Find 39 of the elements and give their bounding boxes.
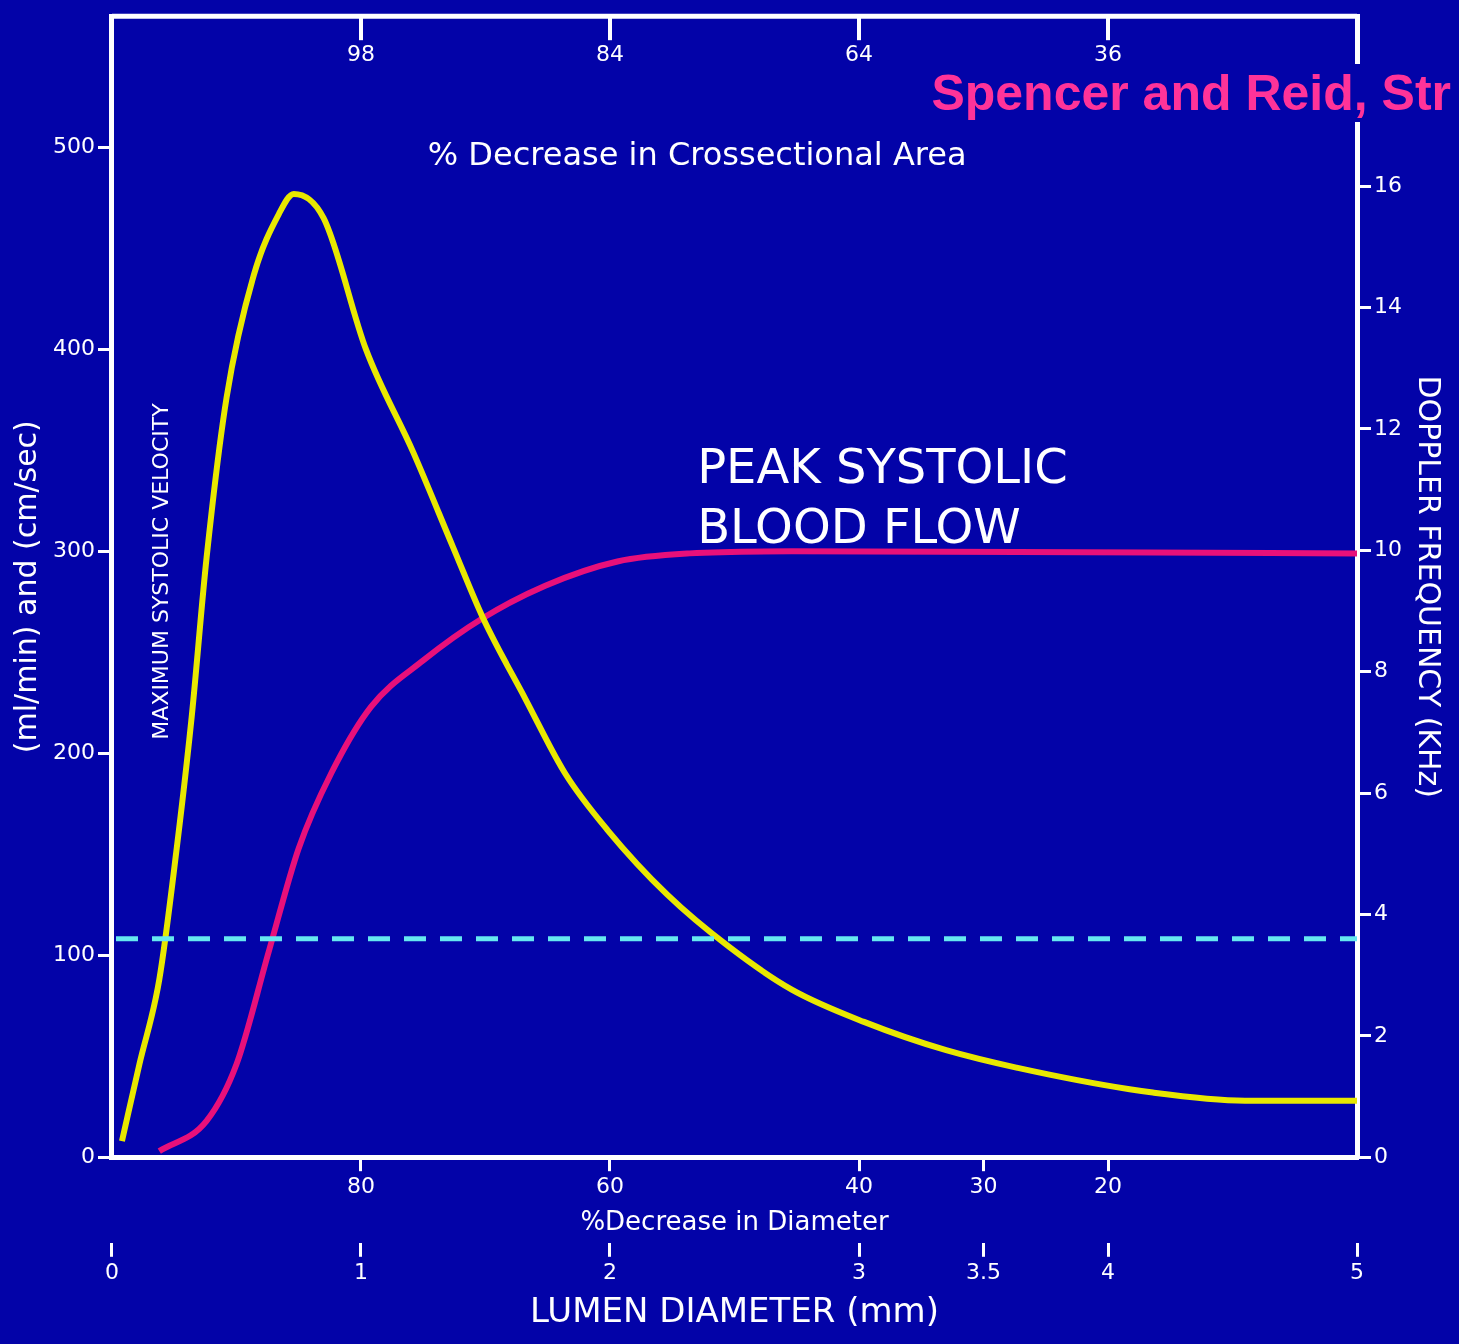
x-tick-label: 3 bbox=[852, 1258, 866, 1284]
x-tick-label: 2 bbox=[603, 1258, 617, 1284]
y2-axis-title: DOPPLER FREQUENCY (KHz) bbox=[1412, 375, 1448, 799]
y2-tick-label: 10 bbox=[1374, 536, 1403, 561]
annotation: % Decrease in Crossectional Area bbox=[427, 134, 967, 173]
y-tick-label: 400 bbox=[52, 335, 95, 361]
y2-tick-label: 2 bbox=[1374, 1021, 1389, 1047]
x-tick-label: 0 bbox=[104, 1258, 119, 1284]
annotation: 64 bbox=[845, 40, 873, 66]
x2-axis-title: %Decrease in Diameter bbox=[580, 1205, 889, 1236]
y-tick-label: 0 bbox=[80, 1142, 95, 1168]
x-tick-label: 1 bbox=[353, 1258, 368, 1284]
annotation: 36 bbox=[1094, 40, 1122, 66]
y2-tick-label: 14 bbox=[1374, 293, 1403, 319]
x2-tick-label: 20 bbox=[1094, 1173, 1122, 1199]
x-tick-label: 5 bbox=[1350, 1258, 1365, 1284]
y2-tick-label: 6 bbox=[1374, 778, 1389, 804]
y-tick-label: 200 bbox=[52, 739, 95, 765]
y-tick-label: 300 bbox=[52, 537, 95, 563]
y2-tick-label: 8 bbox=[1374, 657, 1389, 683]
annotation: 98 bbox=[346, 40, 375, 66]
y-tick-label: 100 bbox=[52, 940, 95, 966]
x2-tick-label: 30 bbox=[969, 1173, 998, 1199]
x2-tick-label: 80 bbox=[346, 1173, 375, 1199]
x-tick-label: 4 bbox=[1101, 1258, 1115, 1284]
annotation: Spencer and Reid, Str bbox=[927, 64, 1455, 122]
x-tick-label: 3.5 bbox=[966, 1258, 1001, 1284]
annotation: 84 bbox=[596, 40, 624, 66]
series-label: PEAK SYSTOLIC BLOOD FLOW bbox=[697, 438, 1068, 555]
y2-tick-label: 12 bbox=[1374, 414, 1403, 440]
x-axis-title: LUMEN DIAMETER (mm) bbox=[530, 1290, 939, 1331]
y2-tick-label: 0 bbox=[1374, 1142, 1389, 1168]
text: MAXIMUM SYSTOLIC VELOCITY bbox=[147, 402, 173, 740]
y-axis-title: (ml/min) and (cm/sec) bbox=[7, 420, 43, 754]
y-tick-label: 500 bbox=[52, 133, 95, 159]
y2-tick-label: 4 bbox=[1374, 900, 1389, 926]
y2-tick-label: 16 bbox=[1374, 171, 1403, 197]
x2-tick-label: 40 bbox=[845, 1173, 873, 1199]
x2-tick-label: 60 bbox=[596, 1173, 624, 1199]
